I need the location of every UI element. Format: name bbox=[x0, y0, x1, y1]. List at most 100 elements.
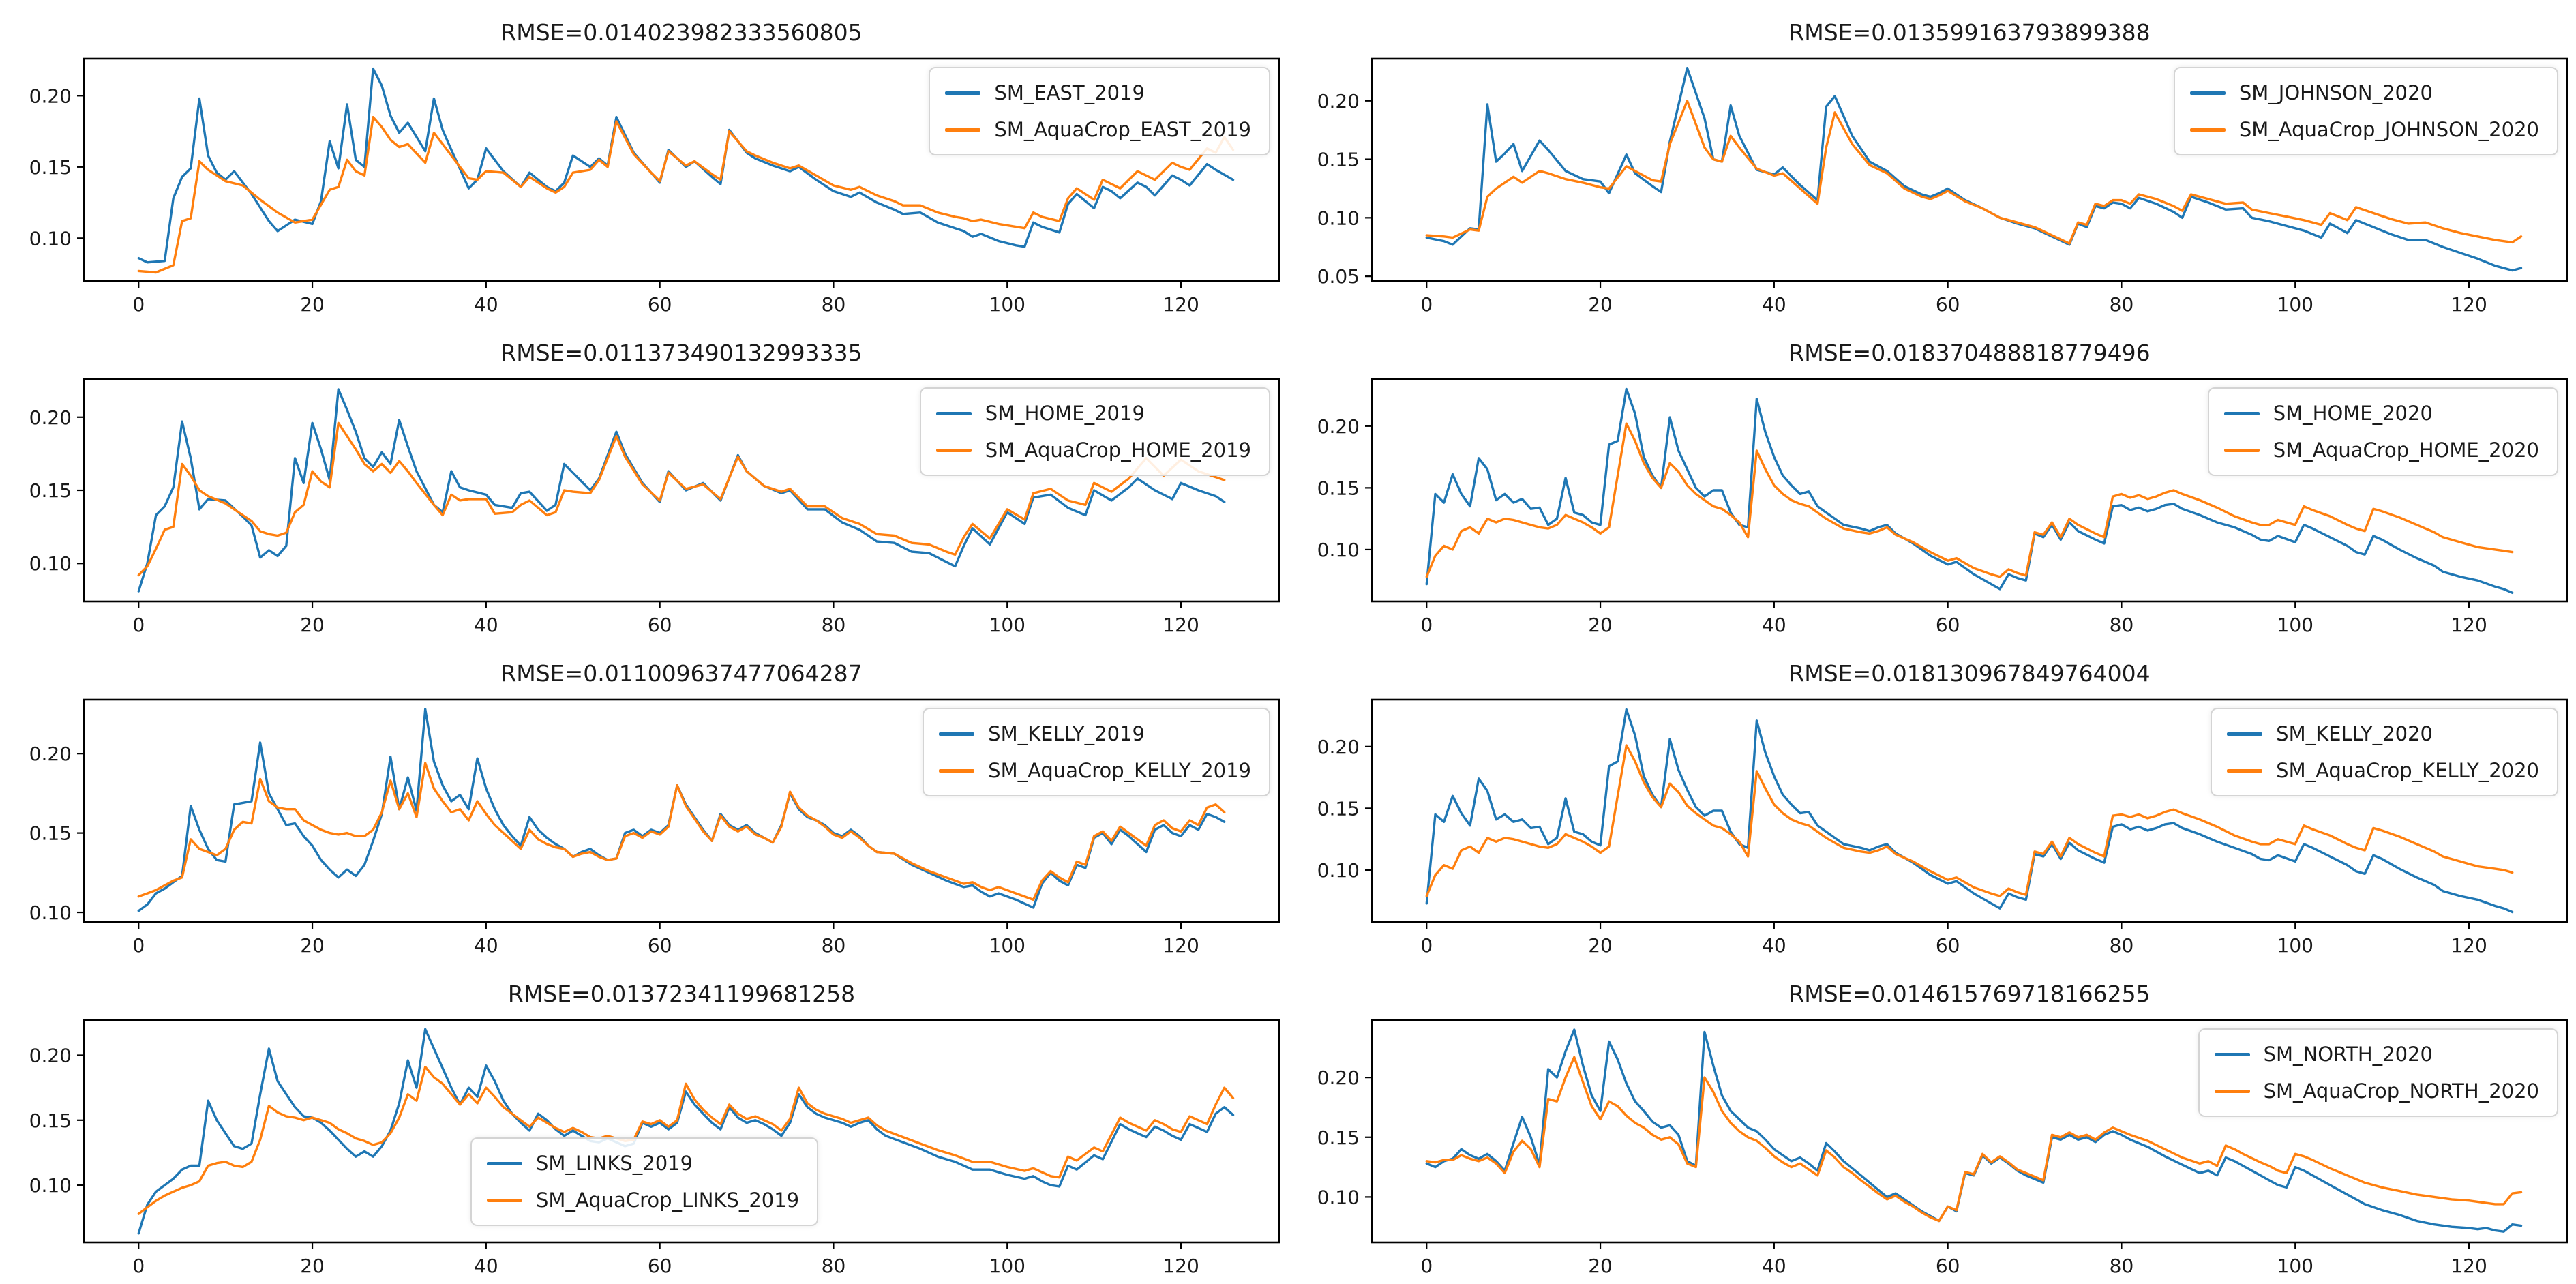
series-line bbox=[137, 708, 1226, 912]
y-tick-label: 0.15 bbox=[29, 1109, 72, 1132]
chart-title: RMSE=0.018370488818779496 bbox=[1788, 340, 2151, 366]
x-tick-label: 20 bbox=[1588, 614, 1613, 636]
x-tick-label: 60 bbox=[1936, 614, 1960, 636]
x-tick-label: 120 bbox=[2451, 614, 2487, 636]
legend-entry: SM_JOHNSON_2020 bbox=[2189, 79, 2539, 106]
y-tick-label: 0.20 bbox=[29, 406, 72, 429]
y-tick-label: 0.10 bbox=[29, 901, 72, 924]
chart-panel-johnson-2020: RMSE=0.013599163793899388 0.05 0.10 0.15 0.… bbox=[1288, 0, 2576, 320]
chart-panel-east-2019: RMSE=0.014023982333560805 0.10 0.15 0.20 0 2… bbox=[0, 0, 1288, 320]
x-tick-label: 100 bbox=[989, 614, 1025, 636]
legend-entry: SM_AquaCrop_KELLY_2020 bbox=[2227, 757, 2539, 784]
plot-border bbox=[1371, 1019, 2568, 1244]
simulated-line-swatch bbox=[2223, 448, 2260, 452]
x-tick-label: 40 bbox=[474, 1255, 498, 1277]
simulated-line-swatch bbox=[487, 1198, 522, 1202]
x-tick-label: 60 bbox=[648, 1255, 672, 1277]
series-label: SM_NORTH_2020 bbox=[2263, 1043, 2433, 1066]
legend-entry: SM_NORTH_2020 bbox=[2214, 1041, 2539, 1068]
series-label: SM_AquaCrop_LINKS_2019 bbox=[536, 1189, 800, 1212]
x-tick-label: 60 bbox=[1936, 293, 1960, 316]
measured-line-swatch bbox=[2223, 411, 2260, 415]
measured-line-swatch bbox=[939, 732, 975, 736]
chart-title: RMSE=0.01372341199681258 bbox=[507, 981, 856, 1007]
chart-title: RMSE=0.011009637477064287 bbox=[500, 660, 863, 687]
x-tick-label: 80 bbox=[822, 293, 846, 316]
x-tick-label: 120 bbox=[1163, 1255, 1199, 1277]
x-tick-label: 40 bbox=[1762, 614, 1786, 636]
chart-panel-home-2019: RMSE=0.011373490132993335 0.10 0.15 0.20 0 2… bbox=[0, 320, 1288, 641]
series-line bbox=[1425, 100, 2523, 245]
y-tick-label: 0.10 bbox=[1317, 539, 1360, 561]
chart-plot-area: 0.10 0.15 0.20 0 20 40 60 80 100 120 bbox=[29, 698, 1280, 957]
x-tick-label: 60 bbox=[648, 934, 672, 957]
chart-plot-area: 0.10 0.15 0.20 0 20 40 60 80 100 120 bbox=[29, 57, 1280, 316]
y-tick-label: 0.15 bbox=[1317, 477, 1360, 499]
plot-border bbox=[1371, 378, 2568, 603]
x-tick-label: 100 bbox=[2277, 1255, 2313, 1277]
x-tick-label: 0 bbox=[1420, 614, 1433, 636]
chart-legend: SM_HOME_2019 SM_AquaCrop_HOME_2019 bbox=[919, 387, 1270, 476]
measured-line-swatch bbox=[2227, 732, 2263, 736]
plot-border bbox=[83, 698, 1280, 923]
simulated-line-swatch bbox=[939, 768, 975, 773]
x-tick-label: 120 bbox=[2451, 1255, 2487, 1277]
x-tick-label: 0 bbox=[132, 934, 145, 957]
x-tick-label: 0 bbox=[1420, 934, 1433, 957]
x-tick-label: 120 bbox=[2451, 293, 2487, 316]
legend-entry: SM_AquaCrop_EAST_2019 bbox=[945, 116, 1251, 143]
y-tick-label: 0.20 bbox=[1317, 1066, 1360, 1089]
chart-plot-area: 0.10 0.15 0.20 0 20 40 60 80 100 120 bbox=[29, 378, 1280, 636]
y-tick-label: 0.10 bbox=[29, 1174, 72, 1197]
x-tick-label: 60 bbox=[1936, 934, 1960, 957]
chart-panel-home-2020: RMSE=0.018370488818779496 0.10 0.15 0.20 0 2… bbox=[1288, 320, 2576, 641]
x-tick-label: 60 bbox=[648, 614, 672, 636]
x-tick-label: 80 bbox=[2110, 1255, 2134, 1277]
y-tick-label: 0.15 bbox=[1317, 149, 1360, 171]
chart-panel-links-2019: RMSE=0.01372341199681258 0.10 0.15 0.20 0 20… bbox=[0, 961, 1288, 1282]
x-tick-label: 80 bbox=[2110, 614, 2134, 636]
chart-panel-kelly-2020: RMSE=0.018130967849764004 0.10 0.15 0.20 0 2… bbox=[1288, 641, 2576, 961]
series-line bbox=[137, 762, 1226, 901]
x-tick-label: 0 bbox=[1420, 293, 1433, 316]
x-tick-label: 80 bbox=[822, 1255, 846, 1277]
series-line bbox=[1425, 1056, 2523, 1223]
chart-legend: SM_KELLY_2020 SM_AquaCrop_KELLY_2020 bbox=[2211, 708, 2558, 796]
legend-entry: SM_HOME_2019 bbox=[935, 400, 1251, 427]
series-label: SM_AquaCrop_HOME_2020 bbox=[2273, 438, 2539, 462]
legend-entry: SM_AquaCrop_NORTH_2020 bbox=[2214, 1077, 2539, 1105]
chart-legend: SM_NORTH_2020 SM_AquaCrop_NORTH_2020 bbox=[2198, 1028, 2558, 1117]
legend-entry: SM_AquaCrop_HOME_2020 bbox=[2223, 436, 2539, 464]
x-tick-label: 40 bbox=[474, 934, 498, 957]
measured-line-swatch bbox=[945, 91, 981, 95]
y-tick-label: 0.05 bbox=[1317, 265, 1360, 288]
x-tick-label: 120 bbox=[2451, 934, 2487, 957]
y-tick-label: 0.10 bbox=[29, 552, 72, 575]
series-label: SM_AquaCrop_NORTH_2020 bbox=[2263, 1079, 2539, 1103]
series-label: SM_LINKS_2019 bbox=[536, 1152, 693, 1175]
series-label: SM_AquaCrop_HOME_2019 bbox=[985, 438, 1251, 462]
x-tick-label: 100 bbox=[2277, 614, 2313, 636]
series-line bbox=[1425, 66, 2523, 272]
x-tick-label: 0 bbox=[132, 614, 145, 636]
chart-title: RMSE=0.011373490132993335 bbox=[500, 340, 863, 366]
series-label: SM_AquaCrop_KELLY_2020 bbox=[2276, 759, 2539, 782]
chart-title: RMSE=0.013599163793899388 bbox=[1788, 19, 2151, 46]
measured-line-swatch bbox=[2189, 91, 2226, 95]
chart-panel-north-2020: RMSE=0.014615769718166255 0.10 0.15 0.20 0 2… bbox=[1288, 961, 2576, 1282]
simulated-line-swatch bbox=[935, 448, 972, 452]
chart-legend: SM_KELLY_2019 SM_AquaCrop_KELLY_2019 bbox=[923, 708, 1270, 796]
series-label: SM_HOME_2020 bbox=[2273, 402, 2433, 425]
x-tick-label: 100 bbox=[989, 293, 1025, 316]
x-tick-label: 80 bbox=[2110, 934, 2134, 957]
chart-legend: SM_JOHNSON_2020 SM_AquaCrop_JOHNSON_2020 bbox=[2173, 67, 2558, 155]
x-tick-label: 120 bbox=[1163, 934, 1199, 957]
legend-entry: SM_AquaCrop_JOHNSON_2020 bbox=[2189, 116, 2539, 143]
plot-border bbox=[83, 57, 1280, 282]
y-tick-label: 0.15 bbox=[29, 822, 72, 845]
legend-entry: SM_LINKS_2019 bbox=[487, 1150, 799, 1177]
measured-line-swatch bbox=[935, 411, 972, 415]
series-line bbox=[137, 421, 1226, 577]
simulated-line-swatch bbox=[2227, 768, 2263, 773]
y-tick-label: 0.20 bbox=[29, 85, 72, 107]
